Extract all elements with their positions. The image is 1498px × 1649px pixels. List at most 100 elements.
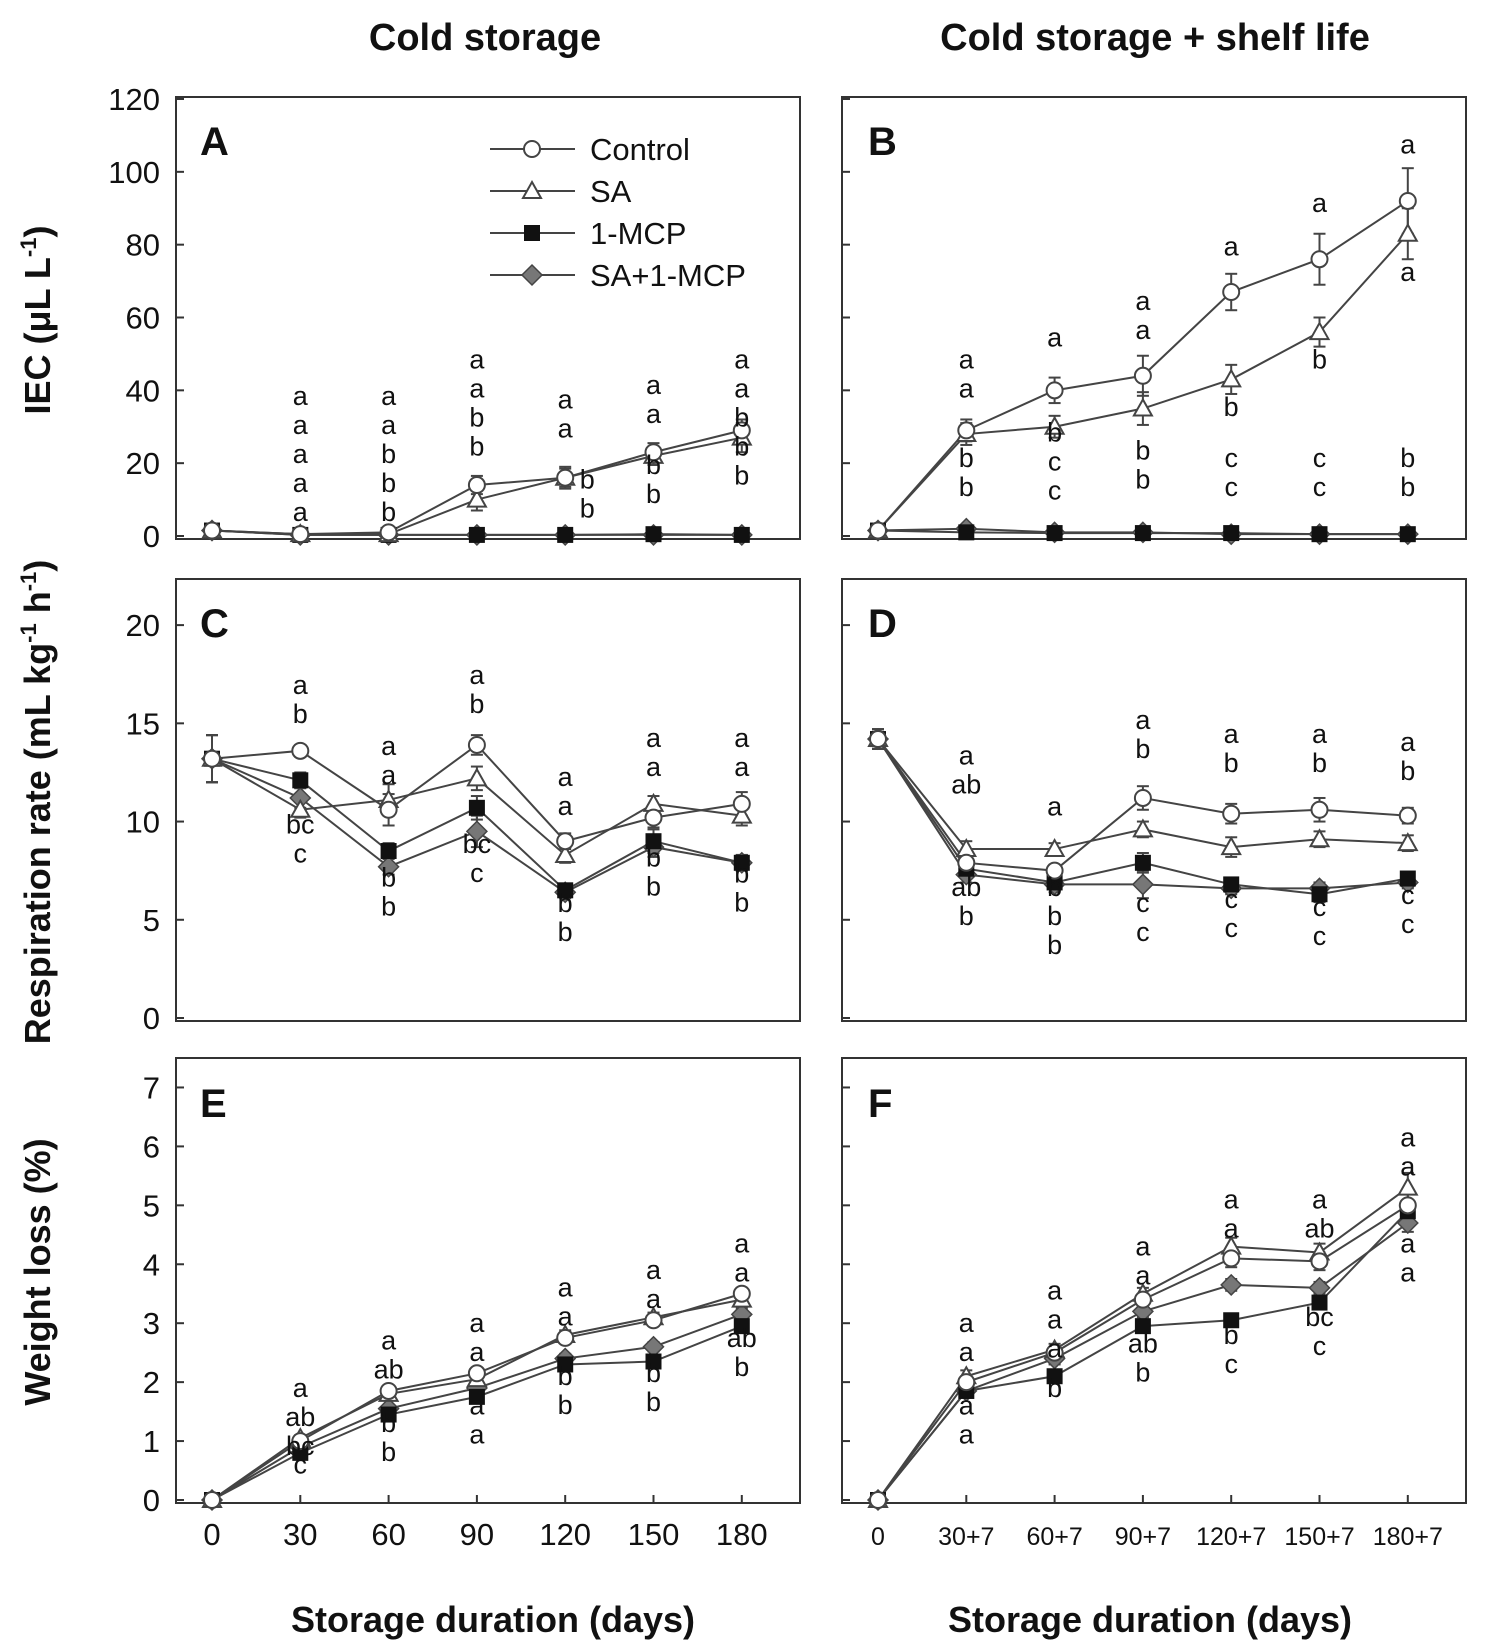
panel-c-significance-letter: a [469, 660, 485, 690]
panel-c-point-1-mcp [292, 772, 309, 789]
panel-f-significance-letter: a [1400, 1122, 1416, 1152]
panel-f-point-1-mcp [1046, 1368, 1063, 1385]
panel-letter-b: B [868, 120, 897, 164]
panel-f-significance-letter: a [1312, 1184, 1328, 1214]
panel-e-ytick-label: 4 [143, 1247, 160, 1282]
panel-d-significance-letter: b [1312, 748, 1327, 778]
panel-a-significance-letter: b [734, 402, 749, 432]
panel-e-point-control [732, 1284, 751, 1303]
panel-a-significance-letter: a [293, 497, 309, 527]
panel-b-point-control [1222, 283, 1241, 302]
panel-a-significance-letter: a [646, 370, 662, 400]
panel-b-significance-letter: a [1135, 315, 1151, 345]
panel-f-significance-letter: bc [1305, 1302, 1334, 1332]
panel-a-point-1-mcp [733, 526, 750, 543]
column-title-cold-storage: Cold storage [369, 17, 601, 59]
panel-a-point-control [203, 521, 221, 540]
panel-e-point-control [291, 1432, 310, 1451]
panel-e-xtick-label: 30 [283, 1517, 317, 1552]
panel-c-significance-letter: c [470, 858, 484, 888]
panel-d-significance-letter: c [1401, 909, 1415, 939]
panel-c-ytick-label: 15 [126, 706, 160, 741]
panel-c-significance-letter: a [646, 723, 662, 753]
panel-e-xtick-label: 180 [716, 1517, 768, 1552]
panel-a-significance-letter: a [646, 399, 662, 429]
panel-e-significance-letter: b [558, 1361, 573, 1391]
panel-f-significance-letter: ab [1304, 1213, 1334, 1243]
panel-c-ytick-label: 5 [143, 903, 160, 938]
panel-f-significance-letter: a [1400, 1151, 1416, 1181]
panel-f-point-control [1222, 1249, 1241, 1268]
panel-a-ytick-label: 120 [108, 82, 160, 117]
panel-f-significance-letter: a [1400, 1228, 1416, 1258]
panel-a-point-control [379, 523, 398, 542]
panel-b-point-control [1133, 366, 1152, 385]
panel-a-ytick-label: 40 [126, 373, 160, 408]
panel-e-point-1-mcp [557, 1356, 574, 1373]
panel-e-point-control [379, 1381, 398, 1400]
plot-layer: 020406080100120aaaaaaabbbaabbaabbaabbaab… [108, 82, 1443, 1552]
panel-b-significance-letter: a [1224, 232, 1240, 262]
panel-c-point-1-mcp [733, 854, 750, 871]
panel-d-point-sa [1220, 836, 1242, 856]
panel-e-point-1-mcp [380, 1406, 397, 1423]
panel-f-significance-letter: a [959, 1308, 975, 1338]
panel-c-significance-letter: a [381, 731, 397, 761]
panel-b-point-1-mcp [958, 524, 975, 541]
panel-a-frame [175, 96, 801, 540]
panel-c-significance-letter: a [558, 762, 574, 792]
panel-b-point-control [1045, 381, 1064, 400]
panel-a-plot: 020406080100120aaaaaaabbbaabbaabbaabbaab… [108, 82, 753, 554]
panel-a-significance-letter: a [734, 373, 750, 403]
panel-c-point-control [379, 800, 398, 819]
panel-e-ytick-label: 3 [143, 1306, 160, 1341]
panel-c-ytick-label: 0 [143, 1001, 160, 1036]
panel-e-significance-letter: ab [727, 1323, 757, 1353]
panel-a-significance-letter: b [734, 431, 749, 461]
panel-letter-c: C [200, 602, 229, 646]
panel-a-significance-letter: b [580, 494, 595, 524]
panel-d-significance-letter: c [1313, 921, 1327, 951]
panel-d-point-control [1398, 806, 1417, 825]
panel-a-significance-letter: a [293, 468, 309, 498]
panel-c-significance-letter: a [293, 670, 309, 700]
panel-e-significance-letter: ab [285, 1402, 315, 1432]
panel-e-ytick-label: 2 [143, 1365, 160, 1400]
panel-c-point-1-mcp [380, 843, 397, 860]
legend-marker-control [523, 140, 541, 158]
panel-a-point-sa [466, 488, 488, 508]
panel-d-significance-letter: b [1224, 748, 1239, 778]
panel-a-significance-letter: b [646, 479, 661, 509]
panel-e-significance-letter: a [646, 1284, 662, 1314]
panel-b-significance-letter: b [1400, 472, 1415, 502]
panel-b-point-1-mcp [1399, 526, 1416, 543]
panel-c-significance-letter: b [293, 699, 308, 729]
panel-c-point-sa [466, 767, 488, 787]
y-axis-title-weight-loss: Weight loss (%) [17, 1138, 58, 1405]
panel-b-significance-letter: c [1048, 475, 1062, 505]
panel-c-significance-letter: c [294, 838, 308, 868]
panel-d-significance-letter: c [1313, 892, 1327, 922]
panel-b-significance-letter: a [1400, 130, 1416, 160]
panel-b-point-control [1398, 191, 1417, 210]
legend-marker-sa-1mcp [520, 263, 544, 287]
panel-d-point-control [869, 730, 887, 749]
panel-f-point-1-mcp [1223, 1312, 1240, 1329]
panel-b-point-sa [1043, 415, 1066, 435]
panel-e-significance-letter: b [381, 1408, 396, 1438]
panel-c-significance-letter: a [646, 752, 662, 782]
panel-a-significance-letter: a [469, 344, 485, 374]
panel-d-point-control [1310, 800, 1329, 819]
panel-letter-a: A [200, 120, 229, 164]
panel-b-significance-letter: c [1313, 443, 1327, 473]
panel-e-ytick-label: 1 [143, 1424, 160, 1459]
panel-c-significance-letter: a [734, 752, 750, 782]
panel-b-significance-letter: c [1224, 472, 1238, 502]
panel-e-xtick-label: 0 [203, 1517, 220, 1552]
panel-d-significance-letter: c [1136, 888, 1150, 918]
panel-b-point-sa [1132, 397, 1154, 417]
panel-b-significance-letter: a [1400, 257, 1416, 287]
panel-a-ytick-label: 20 [126, 446, 160, 481]
panel-e-significance-letter: a [734, 1228, 750, 1258]
